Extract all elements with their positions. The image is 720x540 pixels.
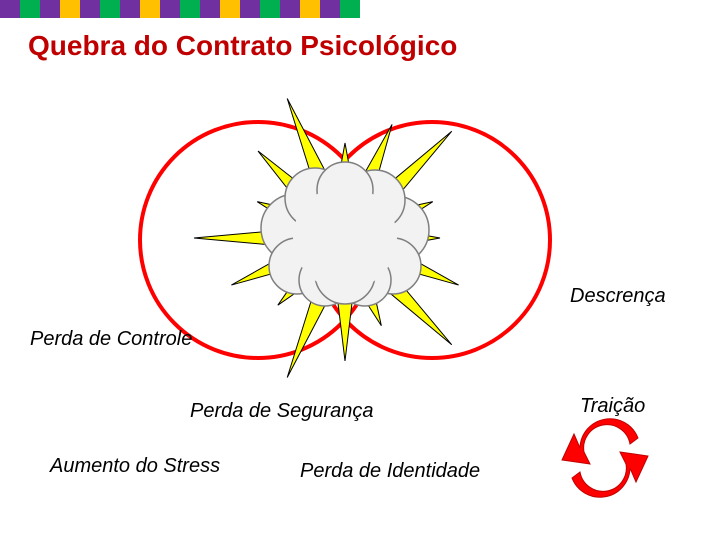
- label-descrenca: Descrença: [570, 285, 666, 308]
- label-stress: Aumento do Stress: [50, 455, 220, 478]
- label-traicao: Traição: [580, 395, 645, 418]
- label-identidade: Perda de Identidade: [300, 460, 480, 483]
- diagram-canvas: Descrença Perda de Controle Perda de Seg…: [0, 90, 720, 530]
- page-title: Quebra do Contrato Psicológico: [28, 30, 720, 62]
- label-seguranca: Perda de Segurança: [190, 400, 373, 423]
- decorative-topbar: [0, 0, 360, 18]
- label-controle: Perda de Controle: [30, 328, 192, 351]
